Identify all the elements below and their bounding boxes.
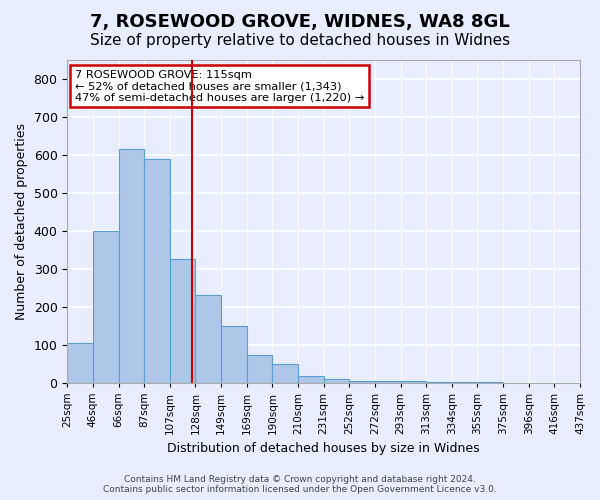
Bar <box>170 259 196 382</box>
Bar <box>93 230 119 382</box>
Bar <box>119 149 144 382</box>
Bar <box>298 376 323 382</box>
Text: 7 ROSEWOOD GROVE: 115sqm
← 52% of detached houses are smaller (1,343)
47% of sem: 7 ROSEWOOD GROVE: 115sqm ← 52% of detach… <box>75 70 364 103</box>
Y-axis label: Number of detached properties: Number of detached properties <box>15 123 28 320</box>
Bar <box>375 381 401 382</box>
Bar <box>247 355 272 382</box>
Text: Size of property relative to detached houses in Widnes: Size of property relative to detached ho… <box>90 32 510 48</box>
Bar <box>272 364 298 382</box>
Text: Contains HM Land Registry data © Crown copyright and database right 2024.
Contai: Contains HM Land Registry data © Crown c… <box>103 474 497 494</box>
Bar <box>67 344 93 382</box>
Bar <box>144 158 170 382</box>
Bar <box>349 380 375 382</box>
Bar <box>196 295 221 382</box>
Text: 7, ROSEWOOD GROVE, WIDNES, WA8 8GL: 7, ROSEWOOD GROVE, WIDNES, WA8 8GL <box>90 12 510 30</box>
Bar <box>323 380 349 382</box>
X-axis label: Distribution of detached houses by size in Widnes: Distribution of detached houses by size … <box>167 442 480 455</box>
Bar <box>221 326 247 382</box>
